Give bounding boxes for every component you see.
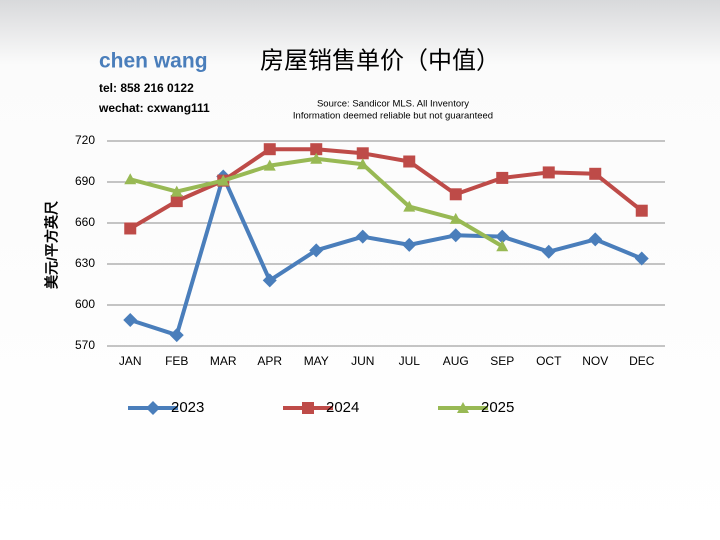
x-tick-label: OCT xyxy=(536,354,562,368)
data-point xyxy=(634,251,649,266)
data-point xyxy=(449,188,462,201)
x-tick-label: MAY xyxy=(304,354,329,368)
legend-label: 2025 xyxy=(481,399,514,416)
source-note: Information deemed reliable but not guar… xyxy=(293,111,493,122)
data-point xyxy=(355,229,370,244)
author-name: chen wang xyxy=(99,50,208,73)
data-point xyxy=(356,158,369,170)
data-point xyxy=(449,212,462,224)
data-point xyxy=(403,200,416,212)
source-note: Source: Sandicor MLS. All Inventory xyxy=(317,99,469,110)
x-tick-label: SEP xyxy=(490,354,514,368)
data-point xyxy=(262,273,277,288)
data-point xyxy=(170,185,183,197)
data-point xyxy=(310,152,323,164)
legend-marker xyxy=(302,402,314,414)
author-wechat: wechat: cxwang111 xyxy=(98,101,210,115)
data-point xyxy=(588,232,603,247)
data-point xyxy=(496,240,509,252)
y-tick-label: 690 xyxy=(75,174,95,188)
data-point xyxy=(589,167,602,180)
legend-marker xyxy=(146,401,160,415)
y-tick-label: 720 xyxy=(75,133,95,147)
data-point xyxy=(309,243,324,258)
data-point xyxy=(124,222,137,235)
x-tick-label: JAN xyxy=(119,354,142,368)
x-tick-label: MAR xyxy=(210,354,237,368)
data-point xyxy=(169,328,184,343)
x-tick-label: JUL xyxy=(399,354,421,368)
data-point xyxy=(217,174,230,186)
data-point xyxy=(263,159,276,171)
data-point xyxy=(496,171,509,184)
data-point xyxy=(124,173,137,185)
y-tick-label: 570 xyxy=(75,338,95,352)
data-point xyxy=(635,204,648,217)
y-tick-label: 660 xyxy=(75,215,95,229)
x-tick-label: DEC xyxy=(629,354,655,368)
data-point xyxy=(542,166,555,179)
legend-label: 2024 xyxy=(326,399,359,416)
chart-title: 房屋销售单价（中值） xyxy=(260,47,500,74)
x-tick-label: FEB xyxy=(165,354,188,368)
x-tick-label: NOV xyxy=(582,354,608,368)
author-tel: tel: 858 216 0122 xyxy=(99,81,194,95)
x-tick-label: AUG xyxy=(443,354,469,368)
data-point xyxy=(356,147,369,160)
legend-marker xyxy=(457,402,469,413)
x-tick-label: JUN xyxy=(351,354,374,368)
x-tick-label: APR xyxy=(257,354,282,368)
data-point xyxy=(495,229,510,244)
data-point xyxy=(541,244,556,259)
data-point xyxy=(263,143,276,156)
data-point xyxy=(170,195,183,208)
y-tick-label: 600 xyxy=(75,297,95,311)
data-point xyxy=(123,313,138,328)
data-point xyxy=(402,237,417,252)
y-tick-label: 630 xyxy=(75,256,95,270)
y-axis-label: 美元/平方英尺 xyxy=(44,201,60,289)
data-point xyxy=(403,155,416,168)
series-line xyxy=(129,174,643,338)
data-point xyxy=(448,228,463,243)
data-point xyxy=(310,143,323,156)
legend-label: 2023 xyxy=(171,399,204,416)
